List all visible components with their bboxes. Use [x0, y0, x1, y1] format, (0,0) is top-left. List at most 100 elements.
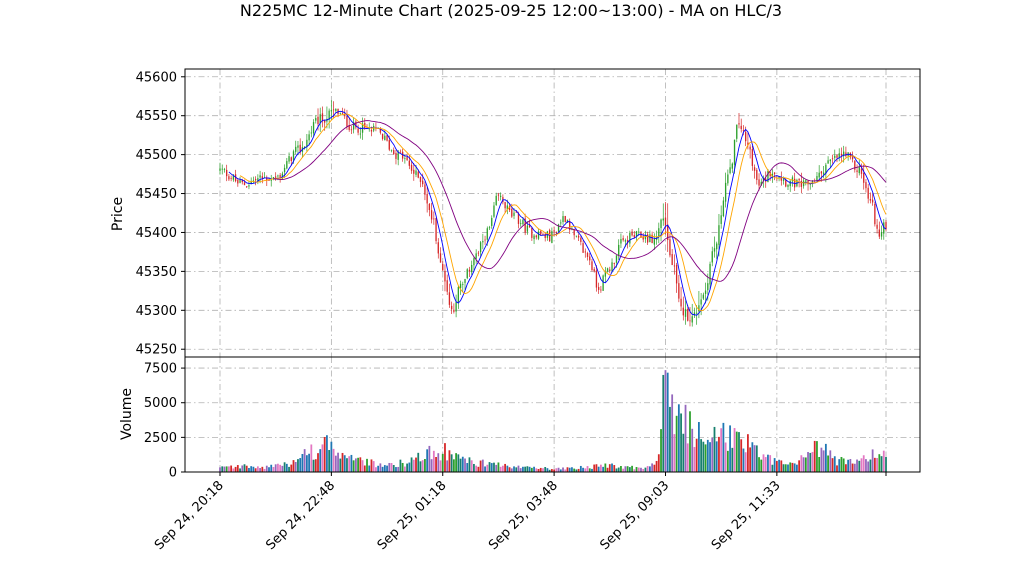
candle-body — [869, 198, 872, 201]
candle-body — [831, 158, 834, 160]
candle-body — [791, 177, 794, 182]
volume-bar — [232, 468, 235, 472]
candle-body — [393, 150, 395, 155]
volume-bar — [263, 468, 266, 472]
volume-bar — [626, 466, 629, 472]
volume-bar — [410, 457, 413, 472]
candle-body — [602, 275, 604, 291]
candle-body — [722, 200, 725, 217]
volume-bar — [519, 468, 522, 472]
volume-bar — [838, 459, 841, 472]
candle-body — [252, 180, 255, 182]
volume-bar — [256, 466, 259, 472]
candle-body — [348, 125, 350, 130]
volume-bar — [283, 462, 286, 472]
x-tick-label: Sep 25, 03:48 — [486, 478, 561, 553]
candle-body — [700, 299, 702, 305]
volume-bar — [704, 444, 707, 472]
volume-bar — [584, 468, 587, 472]
candle-body — [424, 184, 426, 195]
candle-body — [747, 142, 749, 146]
volume-bar — [588, 468, 591, 472]
candle-body — [312, 122, 315, 134]
candle-body — [406, 156, 408, 161]
volume-bar — [773, 458, 776, 472]
volume-bar — [555, 468, 558, 472]
price-y-ticks: 45250 45300 45350 45400 45450 45500 45550 45600 — [136, 70, 185, 358]
moving-average-lines — [228, 110, 887, 316]
volume-bar — [326, 435, 328, 472]
candle-body — [669, 239, 671, 256]
volume-bar — [653, 464, 656, 472]
volume-bar — [718, 436, 720, 472]
candle-body — [292, 151, 295, 161]
volume-bar — [622, 468, 625, 472]
volume-bar — [368, 465, 371, 472]
candle-body — [335, 108, 337, 111]
volume-bar — [497, 462, 500, 472]
volume-bar — [740, 439, 743, 472]
candle-body — [471, 264, 473, 273]
volume-tick-label: 7500 — [144, 362, 177, 377]
volume-bar — [346, 458, 348, 472]
candle-body — [586, 252, 589, 257]
volume-bar — [234, 466, 237, 472]
candle-body — [822, 172, 825, 175]
volume-bar — [310, 444, 313, 472]
candle-body — [359, 133, 361, 135]
candle-body — [250, 181, 252, 185]
candle-body — [446, 280, 448, 292]
volume-bar — [261, 466, 264, 472]
x-tick-label: Sep 25, 01:18 — [375, 478, 450, 553]
volume-tick-label: 5000 — [144, 396, 177, 411]
volume-bar — [381, 466, 384, 472]
candle-body — [386, 135, 388, 141]
volume-bars — [219, 370, 887, 472]
volume-bar — [602, 466, 605, 472]
volume-bar — [524, 466, 527, 472]
volume-bar — [559, 469, 562, 472]
candle-body — [773, 172, 776, 174]
volume-bar — [303, 449, 306, 472]
volume-bar — [428, 445, 431, 472]
volume-bar — [361, 460, 364, 472]
volume-bar — [274, 464, 277, 472]
volume-bar — [836, 465, 838, 472]
volume-bar — [753, 445, 756, 472]
candle-body — [366, 127, 368, 129]
candle-body — [306, 139, 308, 147]
candle-body — [860, 168, 863, 174]
volume-bar — [711, 437, 714, 472]
candle-body — [653, 239, 656, 245]
volume-bar — [749, 447, 752, 472]
candle-body — [660, 219, 662, 229]
volume-bar — [700, 439, 703, 472]
volume-bar — [642, 468, 645, 472]
volume-bar — [735, 431, 738, 472]
volume-bar — [317, 453, 319, 472]
x-tick-label: Sep 24, 22:48 — [263, 478, 338, 553]
volume-bar — [733, 428, 736, 472]
volume-bar — [228, 466, 230, 472]
volume-bar — [820, 447, 823, 472]
volume-bar — [695, 438, 698, 472]
x-ticks: Sep 24, 20:18 Sep 24, 22:48 Sep 25, 01:18 S… — [152, 472, 887, 553]
volume-bar — [689, 411, 691, 472]
volume-bar — [680, 413, 682, 472]
candle-body — [526, 225, 529, 232]
candle-body — [352, 122, 355, 130]
candle-body — [286, 161, 288, 169]
candle-body — [620, 239, 622, 244]
candle-body — [638, 231, 640, 233]
candle-body — [840, 153, 843, 156]
volume-bar — [419, 461, 422, 472]
candle-body — [232, 175, 235, 180]
volume-bar — [277, 463, 279, 472]
volume-bar — [441, 453, 444, 472]
volume-bar — [499, 466, 502, 472]
candle-body — [827, 160, 829, 164]
candle-body — [704, 290, 707, 294]
volume-bar — [755, 445, 758, 472]
volume-bar — [401, 462, 404, 472]
candle-body — [687, 309, 689, 321]
